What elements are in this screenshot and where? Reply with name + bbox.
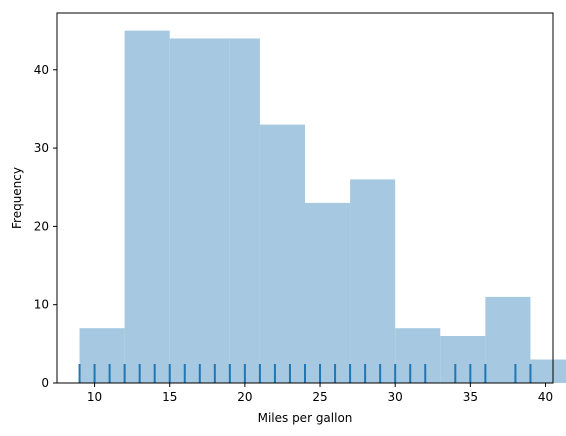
histogram-bar-2	[169, 38, 230, 383]
y-tick-label-2: 20	[34, 219, 49, 233]
y-tick-label-0: 0	[41, 376, 49, 390]
y-tick-label-4: 40	[34, 63, 49, 77]
y-tick-label-1: 10	[34, 298, 49, 312]
histogram-bar-10	[530, 359, 566, 383]
x-tick-label-0: 10	[87, 390, 102, 404]
histogram-bar-0	[79, 328, 125, 383]
x-tick-label-1: 15	[162, 390, 177, 404]
histogram-bar-5	[305, 202, 351, 383]
x-tick-label-4: 30	[388, 390, 403, 404]
x-axis-label: Miles per gallon	[258, 411, 353, 425]
histogram-bar-7	[395, 328, 441, 383]
y-axis-label: Frequency	[10, 167, 24, 229]
x-tick-label-2: 20	[237, 390, 252, 404]
x-tick-label-6: 40	[538, 390, 553, 404]
plot-frame	[56, 12, 554, 384]
histogram-bar-6	[350, 179, 396, 383]
y-axis-ticks: 0 10 20 30 40	[34, 63, 57, 390]
bars-group	[79, 30, 566, 383]
y-tick-label-3: 30	[34, 141, 49, 155]
rug-group	[78, 364, 532, 383]
x-axis-ticks: 10 15 20 25 30 35 40	[87, 383, 553, 404]
histogram-bar-3	[229, 38, 260, 383]
x-tick-label-5: 35	[463, 390, 478, 404]
histogram-bar-8	[440, 336, 486, 383]
histogram-bar-9	[485, 296, 531, 383]
histogram-bar-4	[259, 124, 305, 383]
histogram-bar-1	[124, 30, 170, 383]
x-tick-label-3: 25	[312, 390, 327, 404]
